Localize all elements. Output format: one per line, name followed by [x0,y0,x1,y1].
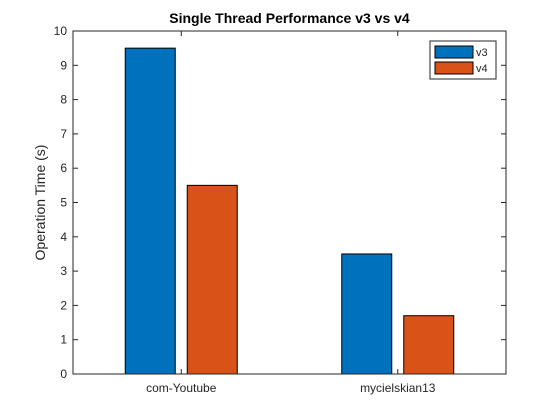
y-tick-label: 5 [60,196,67,210]
y-tick-label: 2 [60,298,67,312]
x-ticks-group: com-Youtube mycielskian13 [146,31,436,395]
bar-v3-1 [341,253,393,375]
legend-swatch-v4 [434,61,474,75]
x-tick-label: com-Youtube [146,381,217,395]
bar-v3-0 [124,47,176,375]
y-tick-label: 7 [60,127,67,141]
legend-label-v4: v4 [476,63,488,75]
plot-frame [72,30,507,375]
x-tick-label: mycielskian13 [360,381,436,395]
y-tick-label: 1 [60,333,67,347]
legend-swatch-v3 [434,45,474,59]
y-ticks-group: 0 1 2 3 4 5 6 7 8 9 10 [54,24,506,381]
y-tick-label: 10 [54,24,68,38]
y-tick-label: 9 [60,58,67,72]
bars-group [124,47,455,375]
y-tick-label: 3 [60,264,67,278]
bar-v4-0 [186,184,238,375]
y-tick-label: 8 [60,93,67,107]
bar-v4-1 [403,315,455,375]
y-tick-label: 6 [60,161,67,175]
y-tick-label: 4 [60,230,67,244]
y-tick-label: 0 [60,367,67,381]
y-axis-label: Operation Time (s) [32,145,48,261]
chart-title: Single Thread Performance v3 vs v4 [169,10,410,26]
legend-label-v3: v3 [476,47,488,59]
